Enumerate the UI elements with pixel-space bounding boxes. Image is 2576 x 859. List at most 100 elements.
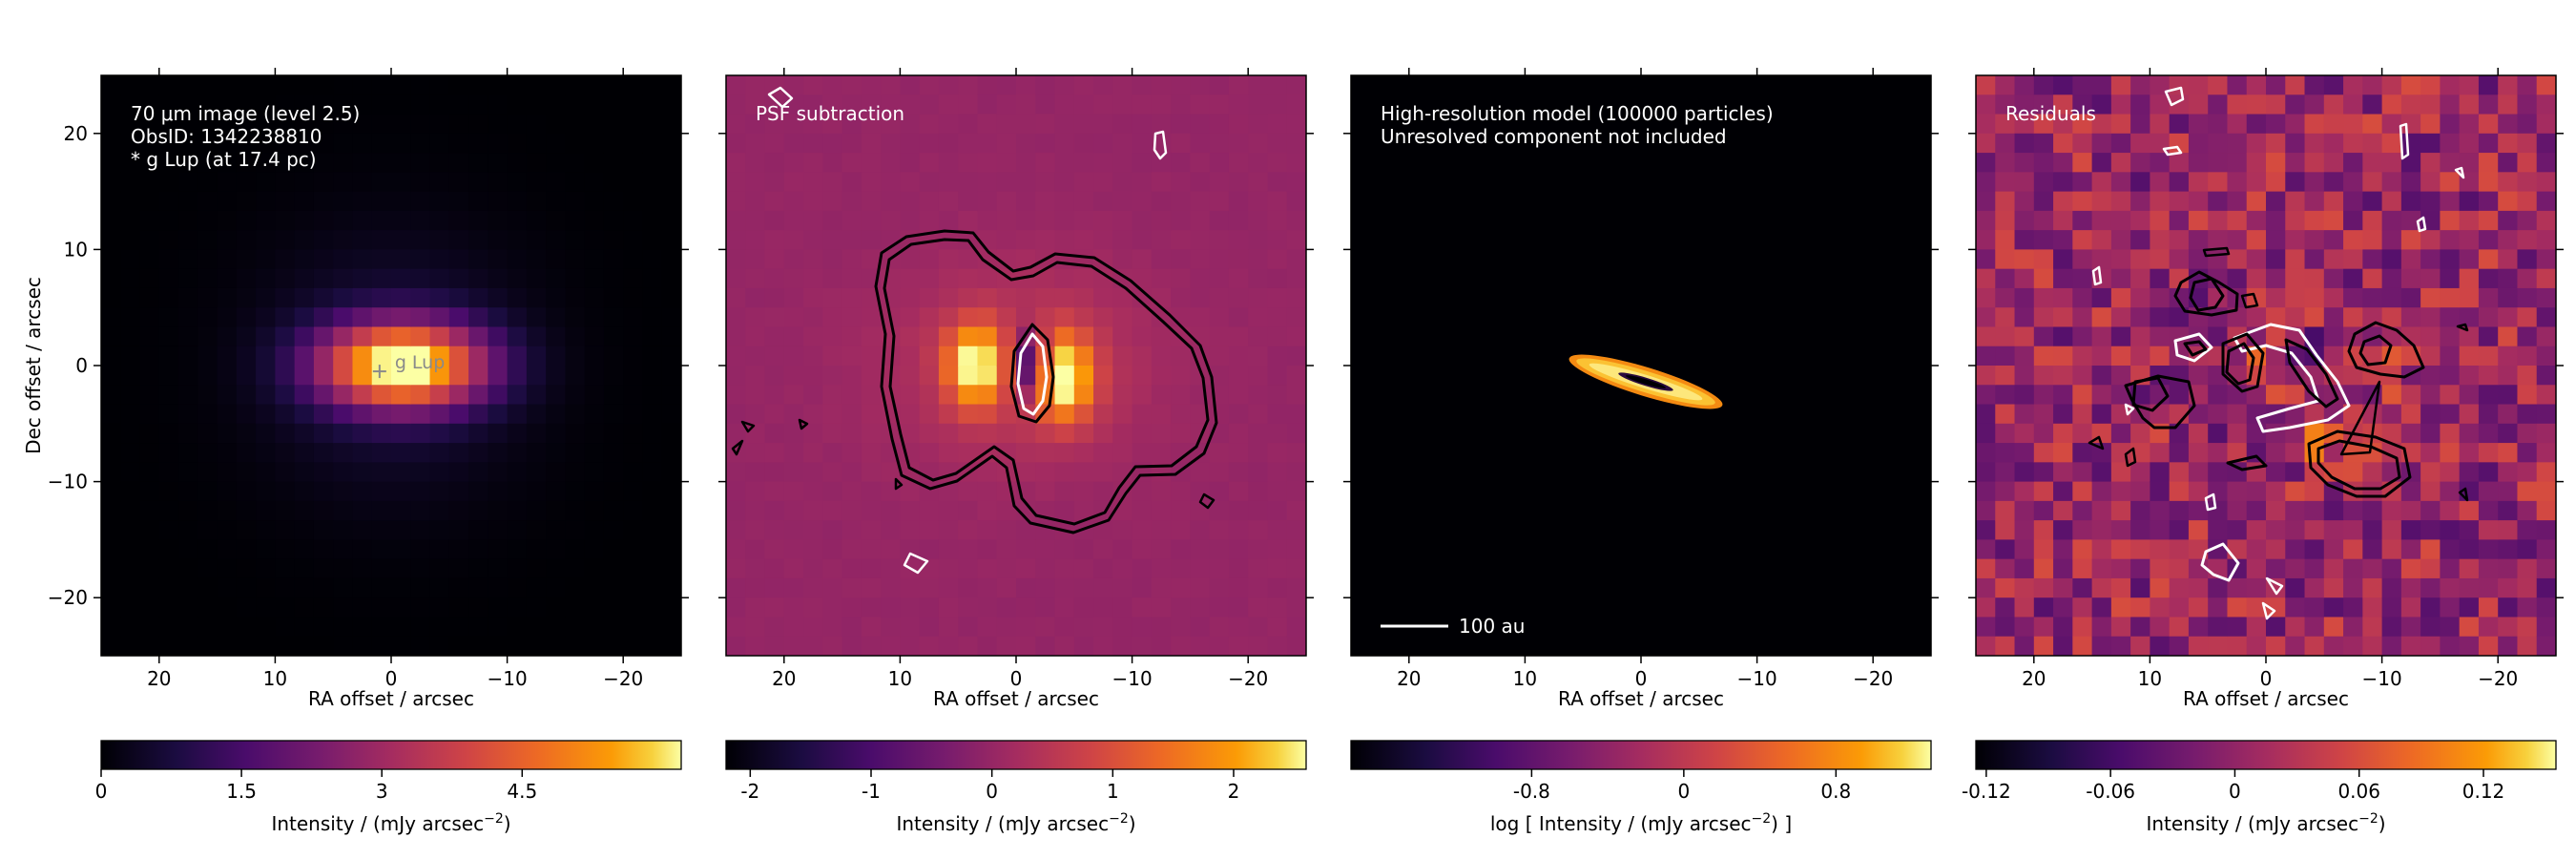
image-cell: [2227, 94, 2248, 115]
x-tick-label: 20: [147, 667, 171, 690]
image-cell: [623, 153, 644, 173]
image-cell: [661, 404, 681, 425]
image-cell: [661, 210, 681, 231]
image-cell: [2188, 191, 2209, 212]
image-cell: [488, 617, 509, 638]
image-cell: [120, 268, 141, 289]
image-cell: [919, 287, 940, 308]
image-cell: [2420, 230, 2441, 250]
image-cell: [1267, 636, 1288, 656]
image-cell: [1035, 636, 1056, 656]
image-cell: [2033, 539, 2054, 560]
image-cell: [526, 577, 547, 598]
image-cell: [2150, 287, 2171, 308]
image-cell: [448, 597, 469, 618]
image-cell: [2208, 94, 2229, 115]
image-cell: [371, 385, 392, 406]
image-cell: [2381, 268, 2402, 289]
image-cell: [603, 346, 624, 367]
image-cell: [371, 597, 392, 618]
image-cell: [2440, 423, 2461, 444]
image-cell: [900, 133, 921, 154]
image-cell: [2459, 500, 2480, 521]
image-cell: [1132, 287, 1153, 308]
image-cell: [158, 539, 179, 560]
image-cell: [938, 307, 959, 328]
image-cell: [764, 230, 785, 250]
image-cell: [1151, 597, 1172, 618]
image-cell: [822, 268, 843, 289]
colorbar-tick-label: 2: [1228, 780, 1240, 803]
image-cell: [1228, 539, 1249, 560]
image-cell: [565, 617, 586, 638]
image-cell: [919, 366, 940, 386]
image-cell: [2498, 75, 2519, 95]
image-cell: [2478, 249, 2499, 270]
image-cell: [919, 75, 940, 95]
image-cell: [158, 133, 179, 154]
image-cell: [623, 404, 644, 425]
image-cell: [2517, 94, 2538, 115]
x-tick-label: 20: [772, 667, 796, 690]
image-cell: [352, 366, 373, 386]
image-cell: [726, 114, 746, 135]
image-cell: [2440, 75, 2461, 95]
image-cell: [2188, 133, 2209, 154]
image-cell: [139, 636, 160, 656]
image-cell: [2498, 520, 2519, 540]
image-cell: [900, 307, 921, 328]
image-cell: [1171, 191, 1191, 212]
colorbar-tick-label: -2: [740, 780, 759, 803]
image-cell: [275, 597, 296, 618]
image-cell: [1976, 636, 1996, 656]
image-cell: [1171, 443, 1191, 463]
image-cell: [603, 114, 624, 135]
image-cell: [448, 249, 469, 270]
image-cell: [2091, 307, 2112, 328]
image-cell: [2072, 268, 2093, 289]
image-cell: [294, 75, 315, 95]
image-cell: [488, 481, 509, 502]
image-cell: [2343, 191, 2363, 212]
image-cell: [333, 94, 354, 115]
image-cell: [2459, 443, 2480, 463]
image-cell: [1054, 153, 1075, 173]
image-cell: [2110, 462, 2131, 483]
image-cell: [565, 520, 586, 540]
image-cell: [507, 366, 528, 386]
image-cell: [2323, 636, 2344, 656]
image-cell: [2227, 520, 2248, 540]
image-cell: [603, 404, 624, 425]
image-cell: [2110, 268, 2131, 289]
image-cell: [996, 133, 1017, 154]
image-cell: [565, 500, 586, 521]
image-cell: [197, 230, 218, 250]
image-cell: [2459, 423, 2480, 444]
image-cell: [2304, 443, 2325, 463]
image-cell: [217, 636, 238, 656]
image-cell: [2285, 153, 2306, 173]
image-cell: [410, 75, 431, 95]
image-cell: [2266, 636, 2286, 656]
image-cell: [1073, 558, 1094, 579]
image-cell: [745, 462, 766, 483]
image-cell: [2498, 326, 2519, 347]
image-cell: [256, 287, 276, 308]
image-cell: [2072, 75, 2093, 95]
image-cell: [2400, 481, 2421, 502]
image-cell: [1286, 500, 1306, 521]
image-cell: [2362, 636, 2383, 656]
image-cell: [977, 636, 998, 656]
image-cell: [391, 366, 411, 386]
image-cell: [2246, 423, 2267, 444]
image-cell: [313, 539, 334, 560]
image-cell: [391, 172, 411, 193]
image-cell: [1035, 423, 1056, 444]
image-cell: [2266, 287, 2286, 308]
image-cell: [2208, 153, 2229, 173]
image-cell: [2498, 500, 2519, 521]
image-cell: [391, 230, 411, 250]
image-cell: [1228, 346, 1249, 367]
image-cell: [2304, 481, 2325, 502]
image-cell: [1054, 636, 1075, 656]
